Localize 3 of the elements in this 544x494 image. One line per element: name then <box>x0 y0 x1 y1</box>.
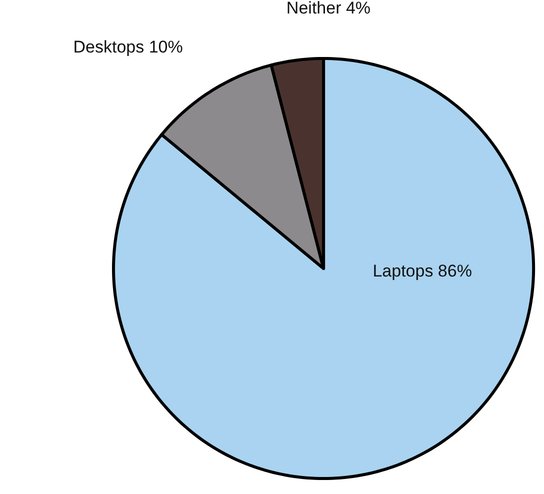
slice-label: Desktops 10% <box>73 37 183 56</box>
slice-label: Laptops 86% <box>372 262 472 281</box>
slice-label: Neither 4% <box>286 0 371 18</box>
